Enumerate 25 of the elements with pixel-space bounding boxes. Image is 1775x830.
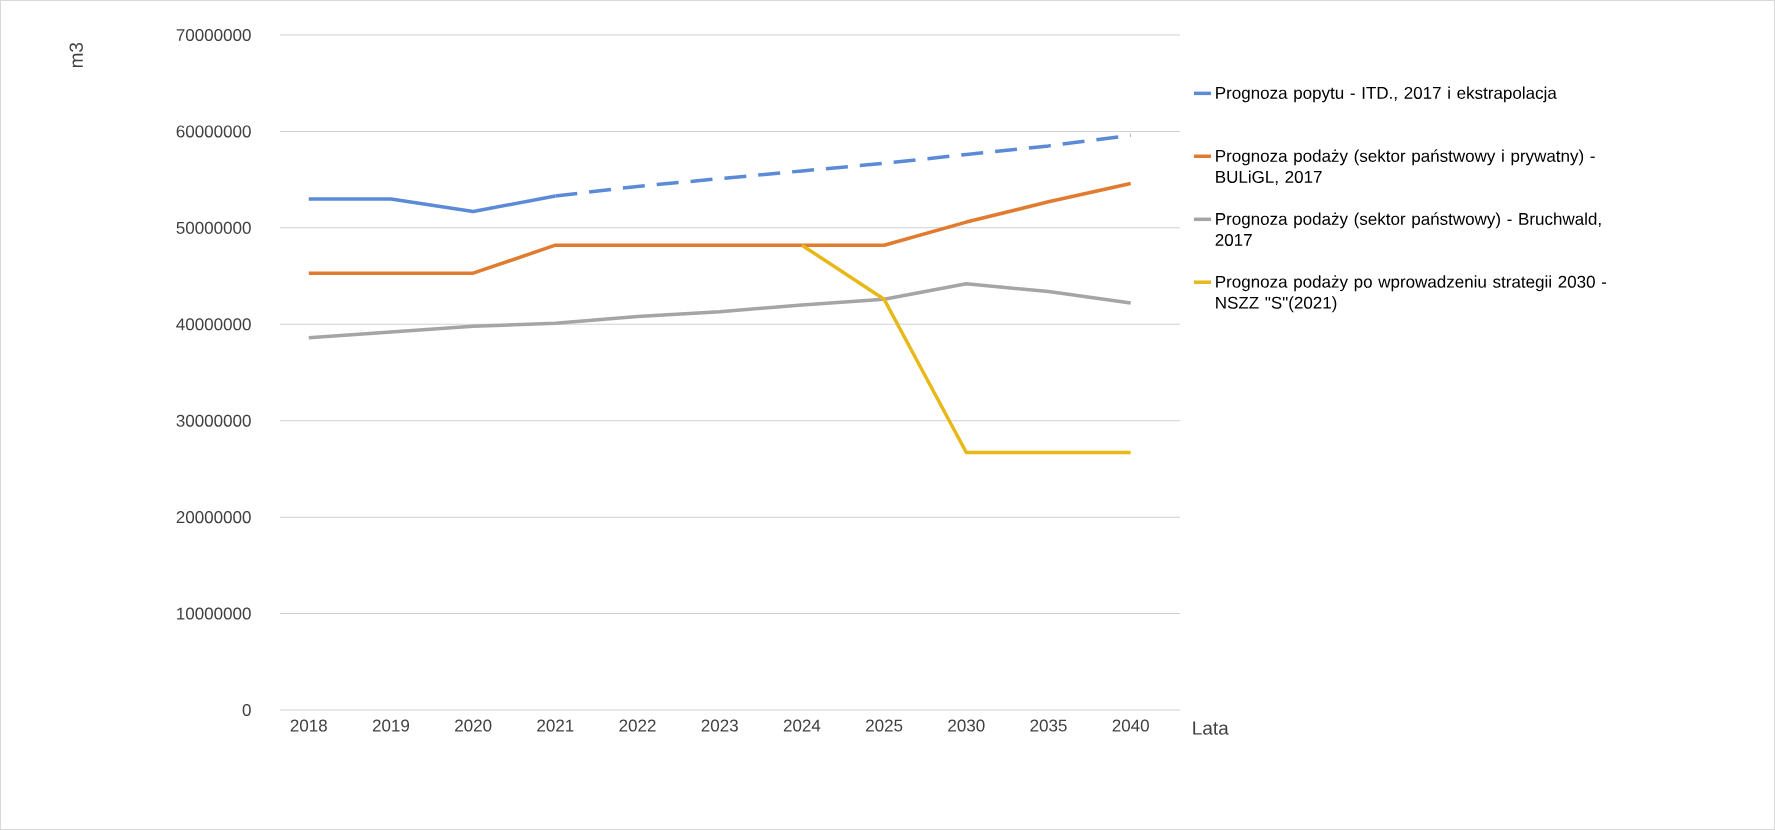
- x-tick-label: 2035: [1030, 719, 1067, 732]
- y-tick-label: 0: [242, 703, 251, 717]
- x-tick-label: 2021: [537, 719, 574, 732]
- x-tick-label: 2025: [866, 719, 903, 732]
- y-tick-label: 10000000: [177, 607, 251, 620]
- x-tick-label: 2018: [290, 719, 327, 732]
- legend-label: Prognoza podaży (sektor państwowy i prywatny) - BULiGL, 2017: [1216, 149, 1595, 185]
- x-tick-label: 2040: [1112, 719, 1149, 732]
- y-tick-label: 40000000: [176, 318, 251, 331]
- x-tick-label: 2024: [783, 719, 821, 732]
- legend-label: Prognoza podaży (sektor państwowy) - Bruchwald, 2017: [1215, 212, 1601, 246]
- x-tick-label: 2023: [701, 719, 738, 732]
- y-tick-label: 20000000: [176, 511, 251, 524]
- x-tick-label: 2022: [619, 719, 656, 732]
- legend-label: Prognoza popytu - ITD., 2017 i ekstrapolacja: [1216, 86, 1557, 103]
- x-axis-title: Lata: [1193, 721, 1229, 735]
- y-tick-label: 70000000: [176, 28, 251, 42]
- y-axis-title: m3: [69, 42, 83, 68]
- y-tick-label: 30000000: [176, 414, 251, 427]
- y-tick-label: 50000000: [176, 221, 251, 234]
- legend-label: Prognoza podaży po wprowadzeniu strategii 2030 - NSZZ "S"(2021): [1216, 275, 1607, 313]
- y-tick-label: 60000000: [176, 125, 251, 138]
- x-tick-label: 2019: [372, 719, 410, 732]
- x-tick-label: 2030: [948, 719, 985, 732]
- x-tick-label: 2020: [455, 719, 492, 732]
